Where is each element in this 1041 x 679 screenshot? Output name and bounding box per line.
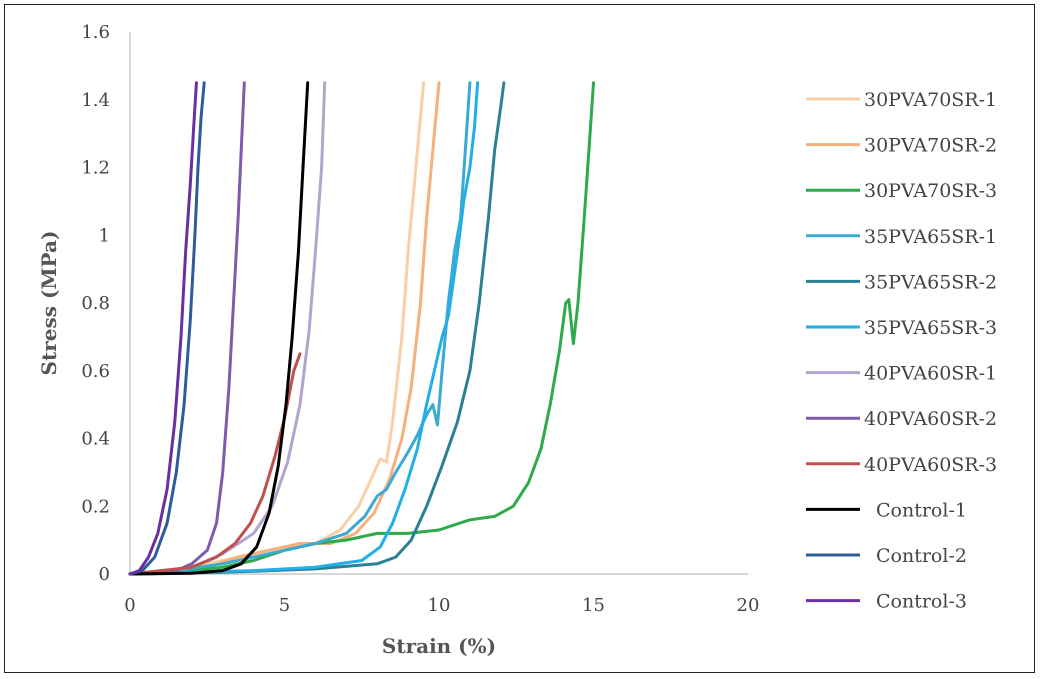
series-line-35pva65sr-1 [128, 81, 472, 576]
y-axis-title: Stress (MPa) [37, 231, 61, 376]
legend-label: Control-2 [876, 545, 967, 567]
y-tick-label: 0.8 [81, 293, 110, 314]
legend-label: 30PVA70SR-2 [864, 135, 997, 157]
x-axis-title: Strain (%) [382, 634, 496, 658]
legend-label: 35PVA65SR-1 [864, 226, 997, 248]
x-tick-label: 15 [582, 595, 605, 616]
legend-label: 40PVA60SR-2 [864, 408, 997, 430]
x-tick-label: 0 [124, 595, 135, 616]
figure-frame [4, 4, 1035, 673]
x-tick-label: 10 [428, 595, 451, 616]
legend-label: Control-1 [876, 499, 967, 521]
series-line-30pva70sr-2 [128, 81, 441, 576]
y-tick-label: 0.4 [81, 429, 110, 450]
legend-label: 35PVA65SR-2 [864, 271, 997, 293]
legend-label: 30PVA70SR-3 [864, 180, 997, 202]
series-line-control-2 [128, 81, 206, 576]
series-line-30pva70sr-1 [128, 81, 426, 576]
y-tick-labels: 0 0.2 0.4 0.6 0.8 1 1.2 1.4 1.6 [81, 22, 110, 585]
x-tick-labels: 0 5 10 15 20 [124, 595, 759, 616]
series-lines [128, 81, 595, 576]
y-tick-label: 0 [99, 564, 110, 585]
y-tick-label: 1.4 [81, 90, 110, 111]
y-tick-label: 0.6 [81, 361, 110, 382]
y-tick-label: 1 [99, 225, 110, 246]
legend: 30PVA70SR-1 30PVA70SR-2 30PVA70SR-3 35PVA65… [806, 89, 997, 613]
series-line-30pva70sr-3 [128, 81, 595, 576]
legend-label: 35PVA65SR-3 [864, 317, 997, 339]
axes [129, 32, 748, 575]
series-line-control-1 [128, 81, 310, 576]
y-tick-label: 0.2 [81, 496, 110, 517]
y-tick-label: 1.2 [81, 158, 110, 179]
series-line-35pva65sr-3 [128, 81, 480, 576]
legend-label: 30PVA70SR-1 [864, 89, 997, 111]
series-line-40pva60sr-2 [128, 81, 246, 576]
x-tick-label: 5 [279, 595, 290, 616]
x-tick-label: 20 [737, 595, 760, 616]
legend-label: Control-3 [876, 591, 967, 613]
legend-label: 40PVA60SR-1 [864, 363, 997, 385]
series-line-35pva65sr-2 [128, 81, 506, 576]
legend-label: 40PVA60SR-3 [864, 454, 997, 476]
y-tick-label: 1.6 [81, 22, 110, 43]
series-line-40pva60sr-1 [128, 81, 327, 576]
series-line-control-3 [128, 81, 198, 576]
